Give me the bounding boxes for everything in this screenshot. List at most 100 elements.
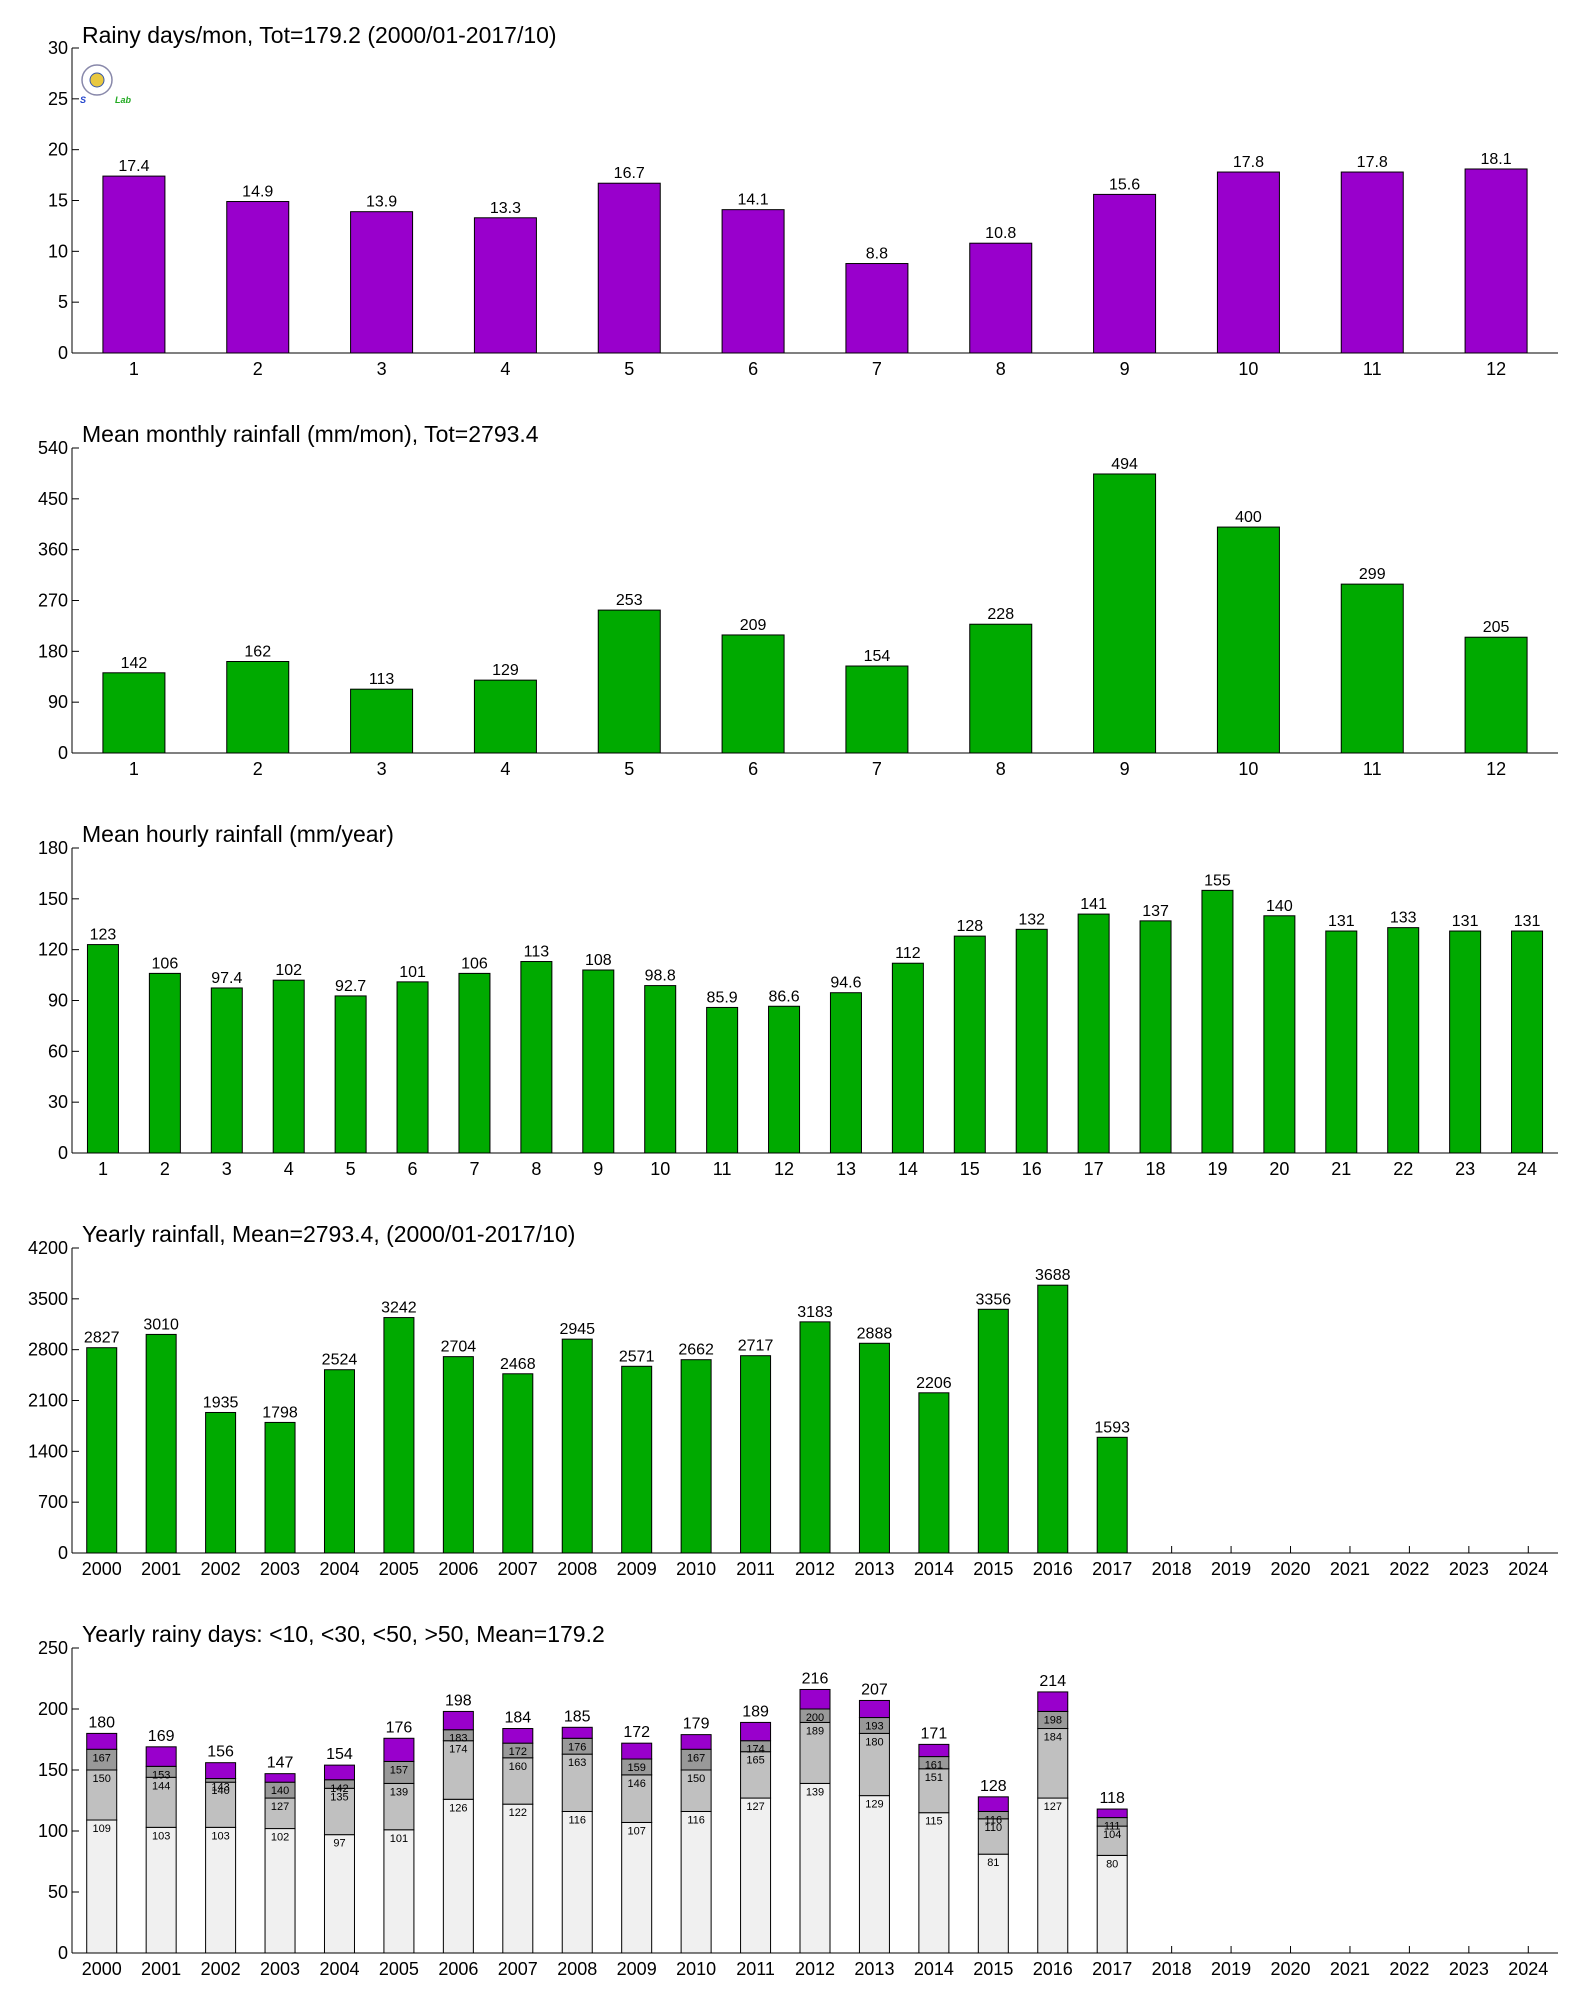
bar-value-label: 1935 (203, 1394, 239, 1411)
bar-value-label: 3242 (381, 1300, 417, 1317)
bar-value-label: 113 (524, 944, 550, 961)
logo-text-right: Lab (115, 95, 132, 105)
segment-value-label: 151 (925, 1772, 943, 1784)
bar (721, 209, 785, 354)
x-tick-label: 3 (377, 759, 387, 779)
segment-value-label: 103 (211, 1830, 229, 1842)
bar (1325, 930, 1358, 1154)
bar-value-label: 86.6 (768, 988, 799, 1005)
bar (845, 263, 909, 354)
bar-segment (383, 1782, 415, 1831)
y-tick-label: 250 (38, 1638, 68, 1658)
bar-value-label: 123 (90, 927, 117, 944)
segment-value-label: 102 (271, 1832, 289, 1844)
x-tick-label: 2011 (736, 1959, 775, 1979)
segment-value-label: 115 (925, 1816, 943, 1828)
bar-value-label: 253 (616, 592, 643, 609)
segment-value-label: 139 (390, 1786, 408, 1798)
bar (1464, 636, 1528, 754)
y-tick-label: 700 (38, 1492, 68, 1512)
bar-value-label: 133 (1390, 910, 1417, 927)
bar-segment (799, 1721, 831, 1784)
chart-title: Mean hourly rainfall (mm/year) (82, 821, 394, 847)
bar-segment (858, 1795, 890, 1954)
x-tick-label: 2009 (617, 1559, 657, 1579)
segment-value-label: 157 (390, 1764, 408, 1776)
bar-value-label: 15.6 (1109, 176, 1140, 193)
x-tick-label: 2013 (854, 1959, 894, 1979)
bar-total-label: 154 (326, 1746, 353, 1763)
bar-segment (86, 1819, 118, 1954)
x-tick-label: 2006 (438, 1959, 478, 1979)
bar-segment (621, 1774, 653, 1823)
bar-value-label: 129 (492, 662, 519, 679)
bar-segment (561, 1810, 593, 1954)
bar (205, 1411, 237, 1554)
bar-segment (442, 1798, 474, 1954)
segment-value-label: 167 (687, 1752, 705, 1764)
bar-total-label: 216 (802, 1670, 829, 1687)
y-tick-label: 50 (48, 1882, 68, 1902)
segment-value-label: 139 (806, 1786, 824, 1798)
bar-segment (858, 1699, 890, 1719)
bar-segment (740, 1751, 772, 1799)
bar (918, 1392, 950, 1554)
segment-value-label: 80 (1106, 1858, 1118, 1870)
bar-total-label: 184 (504, 1710, 531, 1727)
x-tick-label: 22 (1393, 1159, 1413, 1179)
segment-value-label: 116 (985, 1814, 1003, 1826)
bar-value-label: 3356 (976, 1291, 1012, 1308)
segment-value-label: 189 (806, 1725, 824, 1737)
x-tick-label: 3 (222, 1159, 232, 1179)
bar-value-label: 14.9 (242, 184, 273, 201)
bar-value-label: 2888 (857, 1325, 893, 1342)
x-tick-label: 10 (1238, 759, 1258, 779)
bar-value-label: 16.7 (614, 165, 645, 182)
bar-segment (442, 1710, 474, 1731)
bar-segment (205, 1762, 237, 1780)
bar-value-label: 131 (1328, 913, 1355, 930)
mean-hourly-rainfall-panel: Mean hourly rainfall (mm/year) 030609012… (38, 821, 1558, 1179)
bar-value-label: 14.1 (738, 192, 769, 209)
bar (396, 981, 429, 1154)
y-tick-label: 15 (48, 191, 68, 211)
bar-segment (86, 1769, 118, 1821)
bar-segment (502, 1803, 534, 1954)
y-tick-label: 270 (38, 591, 68, 611)
bar-value-label: 131 (1514, 913, 1541, 930)
bar-total-label: 185 (564, 1708, 591, 1725)
x-tick-label: 1 (129, 359, 139, 379)
segment-value-label: 163 (568, 1757, 586, 1769)
bar-value-label: 3010 (143, 1316, 179, 1333)
x-tick-label: 10 (1238, 359, 1258, 379)
bar-value-label: 494 (1111, 456, 1138, 473)
bar-segment (86, 1732, 118, 1750)
bar-segment (1037, 1691, 1069, 1712)
y-tick-label: 2100 (28, 1391, 68, 1411)
bar-segment (977, 1796, 1009, 1812)
x-tick-label: 16 (1022, 1159, 1042, 1179)
segment-value-label: 111 (1104, 1821, 1121, 1833)
bar (1511, 930, 1544, 1154)
y-tick-label: 180 (38, 838, 68, 858)
segment-value-label: 101 (390, 1833, 408, 1845)
segment-value-label: 176 (568, 1741, 586, 1753)
y-tick-label: 150 (38, 1760, 68, 1780)
x-tick-label: 2006 (438, 1559, 478, 1579)
bar-total-label: 214 (1039, 1673, 1066, 1690)
x-tick-label: 2009 (617, 1959, 657, 1979)
bar-total-label: 128 (980, 1778, 1007, 1795)
bar (272, 979, 305, 1154)
bar (102, 672, 166, 754)
segment-value-label: 174 (746, 1744, 764, 1756)
x-tick-label: 2008 (557, 1559, 597, 1579)
bar (597, 609, 661, 754)
bar-segment (621, 1742, 653, 1760)
y-tick-label: 0 (58, 1943, 68, 1963)
bar-segment (145, 1746, 177, 1767)
logo-emblem-core (89, 72, 105, 88)
x-tick-label: 2022 (1389, 1559, 1429, 1579)
y-tick-label: 5 (58, 292, 68, 312)
chart-title: Rainy days/mon, Tot=179.2 (2000/01-2017/… (82, 22, 557, 48)
